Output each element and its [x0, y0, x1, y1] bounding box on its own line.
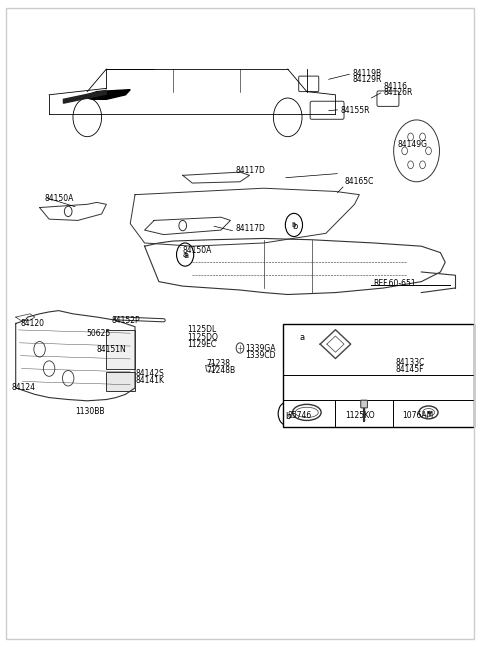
Text: 71248B: 71248B — [206, 366, 236, 375]
Text: 50625: 50625 — [86, 329, 110, 338]
Text: 85746: 85746 — [288, 411, 312, 420]
Text: a: a — [300, 333, 304, 340]
Bar — [107, 330, 135, 369]
Polygon shape — [63, 91, 107, 103]
Text: 1129EC: 1129EC — [188, 340, 216, 349]
Polygon shape — [83, 90, 130, 99]
Text: 84155R: 84155R — [340, 106, 370, 115]
Text: b: b — [292, 222, 296, 228]
Text: 84150A: 84150A — [44, 194, 74, 203]
Text: 84165C: 84165C — [345, 177, 374, 186]
Text: 1125DL: 1125DL — [188, 325, 217, 334]
Text: REF.60-651: REF.60-651 — [373, 279, 416, 288]
Text: 84133C: 84133C — [395, 358, 424, 367]
Text: 84142S: 84142S — [135, 369, 164, 378]
Text: a: a — [183, 252, 187, 258]
Text: a: a — [300, 333, 305, 342]
FancyBboxPatch shape — [361, 400, 367, 408]
Text: 1339GA: 1339GA — [245, 344, 275, 353]
Text: 84141K: 84141K — [135, 377, 164, 386]
Text: b: b — [292, 222, 298, 231]
Bar — [107, 372, 135, 391]
Text: 84129R: 84129R — [352, 76, 382, 85]
Text: 1076AM: 1076AM — [402, 411, 433, 420]
Text: 84149G: 84149G — [397, 140, 428, 149]
Text: b: b — [285, 411, 289, 417]
Text: a: a — [184, 251, 189, 260]
Text: 84120: 84120 — [21, 319, 45, 328]
Text: 84126R: 84126R — [383, 89, 412, 97]
Text: 71238: 71238 — [206, 359, 230, 368]
Text: 84117D: 84117D — [235, 166, 265, 175]
Text: 84116: 84116 — [383, 82, 407, 91]
Text: 1339CD: 1339CD — [245, 351, 275, 360]
Bar — [283, 324, 474, 426]
Text: 84150A: 84150A — [183, 246, 212, 254]
Text: 1125DQ: 1125DQ — [188, 333, 218, 342]
Text: 84151N: 84151N — [97, 345, 127, 354]
Text: b: b — [285, 411, 290, 421]
Text: 1130BB: 1130BB — [75, 407, 105, 416]
Text: 84124: 84124 — [12, 384, 36, 393]
Text: 1125KO: 1125KO — [345, 411, 374, 420]
Text: 84152P: 84152P — [111, 316, 140, 325]
Text: 84145F: 84145F — [395, 365, 423, 374]
Text: 84119B: 84119B — [352, 69, 381, 78]
Text: 84117D: 84117D — [235, 224, 265, 233]
